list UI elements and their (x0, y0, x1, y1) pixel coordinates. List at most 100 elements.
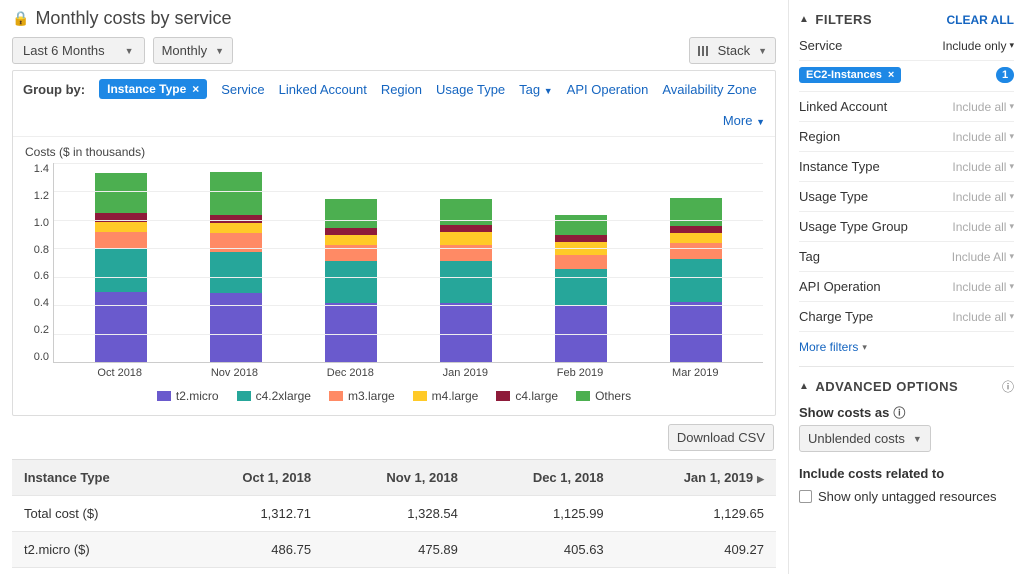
bar-segment[interactable] (95, 232, 147, 249)
filter-mode[interactable]: Include all▾ (952, 220, 1014, 234)
chevron-right-icon: ▶ (757, 474, 764, 484)
filter-row[interactable]: API OperationInclude all▾ (799, 272, 1014, 302)
bar-segment[interactable] (670, 226, 722, 233)
legend-item[interactable]: m3.large (329, 389, 395, 403)
filter-mode[interactable]: Include All▾ (952, 250, 1014, 264)
download-csv-button[interactable]: Download CSV (668, 424, 774, 451)
bar-segment[interactable] (325, 261, 377, 304)
bar-segment[interactable] (210, 252, 262, 293)
clear-all-filters[interactable]: CLEAR ALL (946, 13, 1014, 27)
chart-plot (53, 163, 763, 363)
chart-y-title: Costs ($ in thousands) (25, 145, 763, 159)
bar-segment[interactable] (95, 173, 147, 213)
bar-segment[interactable] (440, 199, 492, 225)
legend-item[interactable]: Others (576, 389, 631, 403)
bar-segment[interactable] (555, 255, 607, 269)
bar-segment[interactable] (210, 223, 262, 233)
bar-segment[interactable] (95, 292, 147, 362)
filter-row[interactable]: RegionInclude all▾ (799, 122, 1014, 152)
groupby-option[interactable]: Linked Account (279, 82, 367, 97)
info-icon[interactable]: ⓘ (893, 404, 905, 421)
legend-item[interactable]: c4.large (496, 389, 558, 403)
bar-segment[interactable] (555, 269, 607, 306)
filter-row[interactable]: TagInclude All▾ (799, 242, 1014, 272)
x-tick: Dec 2018 (327, 367, 374, 379)
table-header[interactable]: Dec 1, 2018 (470, 460, 616, 496)
filter-mode[interactable]: Include all▾ (952, 130, 1014, 144)
bar-segment[interactable] (670, 198, 722, 227)
filter-row-service[interactable]: Service Include only▾ (799, 31, 1014, 61)
groupby-option[interactable]: API Operation (567, 82, 649, 97)
filter-row[interactable]: Instance TypeInclude all▾ (799, 152, 1014, 182)
table-cell: 1,129.65 (616, 496, 776, 532)
bar-segment[interactable] (210, 293, 262, 362)
table-header[interactable]: Instance Type (12, 460, 181, 496)
bar-segment[interactable] (325, 245, 377, 261)
bar-segment[interactable] (670, 243, 722, 259)
info-icon[interactable]: ⓘ (1002, 378, 1014, 395)
filter-chip-service[interactable]: EC2-Instances × (799, 67, 901, 83)
close-icon[interactable]: × (192, 82, 199, 96)
bar-segment[interactable] (440, 261, 492, 304)
filter-name: Linked Account (799, 99, 887, 114)
bar-segment[interactable] (555, 215, 607, 235)
chevron-down-icon: ▾ (1009, 281, 1014, 292)
groupby-active-chip[interactable]: Instance Type × (99, 79, 207, 99)
table-header[interactable]: Jan 1, 2019▶ (616, 460, 776, 496)
filter-row[interactable]: Linked Account Include all▾ (799, 92, 1014, 122)
bar-segment[interactable] (670, 233, 722, 243)
groupby-label: Group by: (23, 82, 85, 97)
filter-row[interactable]: Usage TypeInclude all▾ (799, 182, 1014, 212)
bar-segment[interactable] (95, 249, 147, 292)
table-cell: 475.89 (323, 532, 470, 568)
bar-column[interactable] (325, 199, 377, 362)
groupby-option[interactable]: Region (381, 82, 422, 97)
checkbox-icon[interactable] (799, 490, 812, 503)
granularity-select[interactable]: Monthly ▼ (153, 37, 233, 64)
table-header[interactable]: Nov 1, 2018 (323, 460, 470, 496)
bar-segment[interactable] (325, 235, 377, 245)
legend-item[interactable]: c4.2xlarge (237, 389, 311, 403)
groupby-more[interactable]: More ▼ (723, 113, 765, 128)
date-range-select[interactable]: Last 6 Months ▼ (12, 37, 145, 64)
bar-column[interactable] (670, 198, 722, 362)
bar-column[interactable] (440, 199, 492, 362)
filter-mode[interactable]: Include all▾ (952, 100, 1014, 114)
chevron-down-icon: ▼ (913, 434, 922, 444)
bar-column[interactable] (555, 215, 607, 362)
filter-mode[interactable]: Include all▾ (952, 160, 1014, 174)
bar-segment[interactable] (670, 259, 722, 302)
bar-segment[interactable] (325, 228, 377, 235)
chevron-down-icon: ▾ (1009, 311, 1014, 322)
bar-segment[interactable] (555, 235, 607, 242)
groupby-option[interactable]: Service (221, 82, 264, 97)
advanced-options-header[interactable]: ▲ ADVANCED OPTIONS (799, 375, 958, 398)
filter-row[interactable]: Charge TypeInclude all▾ (799, 302, 1014, 332)
groupby-option[interactable]: Usage Type (436, 82, 505, 97)
filter-row[interactable]: Usage Type GroupInclude all▾ (799, 212, 1014, 242)
show-costs-select[interactable]: Unblended costs ▼ (799, 425, 931, 452)
bar-segment[interactable] (440, 225, 492, 232)
bar-segment[interactable] (95, 222, 147, 232)
bar-segment[interactable] (440, 245, 492, 261)
more-filters[interactable]: More filters ▾ (799, 332, 867, 362)
groupby-option-tag[interactable]: Tag ▼ (519, 82, 553, 97)
chart-legend: t2.micro c4.2xlarge m3.large m4.large c4.lar… (25, 379, 763, 409)
bar-segment[interactable] (210, 172, 262, 215)
legend-item[interactable]: t2.micro (157, 389, 219, 403)
chevron-down-icon: ▼ (758, 46, 767, 56)
groupby-option[interactable]: Availability Zone (662, 82, 756, 97)
filter-mode[interactable]: Include only▾ (942, 39, 1014, 53)
stack-select[interactable]: Stack ▼ (689, 37, 776, 64)
bar-segment[interactable] (325, 199, 377, 228)
legend-item[interactable]: m4.large (413, 389, 479, 403)
close-icon[interactable]: × (888, 69, 894, 81)
filter-mode[interactable]: Include all▾ (952, 310, 1014, 324)
bar-segment[interactable] (440, 232, 492, 245)
bar-segment[interactable] (670, 302, 722, 362)
filter-mode[interactable]: Include all▾ (952, 190, 1014, 204)
untagged-checkbox-row[interactable]: Show only untagged resources (799, 485, 1014, 508)
filter-mode[interactable]: Include all▾ (952, 280, 1014, 294)
filters-header[interactable]: ▲ FILTERS (799, 8, 872, 31)
table-header[interactable]: Oct 1, 2018 (181, 460, 323, 496)
